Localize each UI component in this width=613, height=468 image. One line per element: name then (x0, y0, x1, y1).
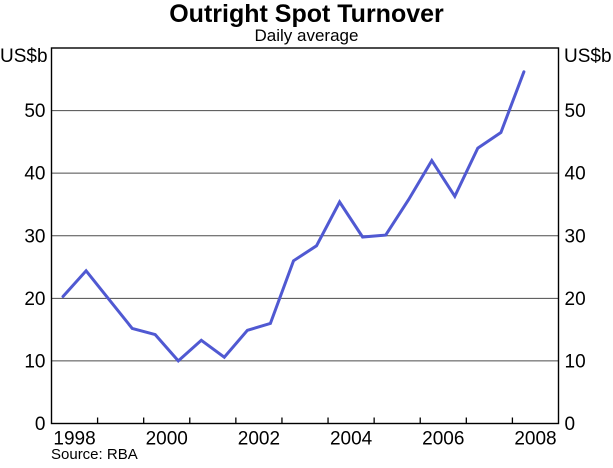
y-tick-label-left: 10 (24, 351, 45, 372)
x-tick-label: 2006 (422, 429, 464, 450)
y-tick-label-left: 0 (35, 414, 46, 435)
y-tick-label-left: 30 (24, 226, 45, 247)
y-axis-unit-left: US$b (0, 46, 48, 67)
plot-border (50, 47, 560, 425)
source-note: Source: RBA (51, 446, 138, 463)
y-tick-label-right: 50 (565, 101, 586, 122)
x-tick-label: 2004 (330, 429, 373, 450)
turnover-line (61, 70, 526, 364)
chart-subtitle: Daily average (254, 26, 359, 45)
x-tick-label: 2000 (146, 429, 188, 450)
y-tick-label-left: 40 (24, 164, 45, 185)
y-tick-label-left: 20 (24, 289, 45, 310)
chart-title: Outright Spot Turnover (169, 0, 444, 28)
x-tick-label: 2002 (238, 429, 280, 450)
x-tick-label: 1998 (53, 429, 95, 450)
y-axis-unit-right: US$b (564, 46, 612, 67)
y-tick-label-right: 10 (565, 351, 586, 372)
y-tick-label-right: 30 (565, 226, 586, 247)
y-tick-label-right: 0 (565, 414, 576, 435)
x-tick-label: 2008 (514, 429, 556, 450)
y-tick-label-right: 20 (565, 289, 586, 310)
y-tick-label-right: 40 (565, 164, 586, 185)
y-tick-label-left: 50 (24, 101, 45, 122)
